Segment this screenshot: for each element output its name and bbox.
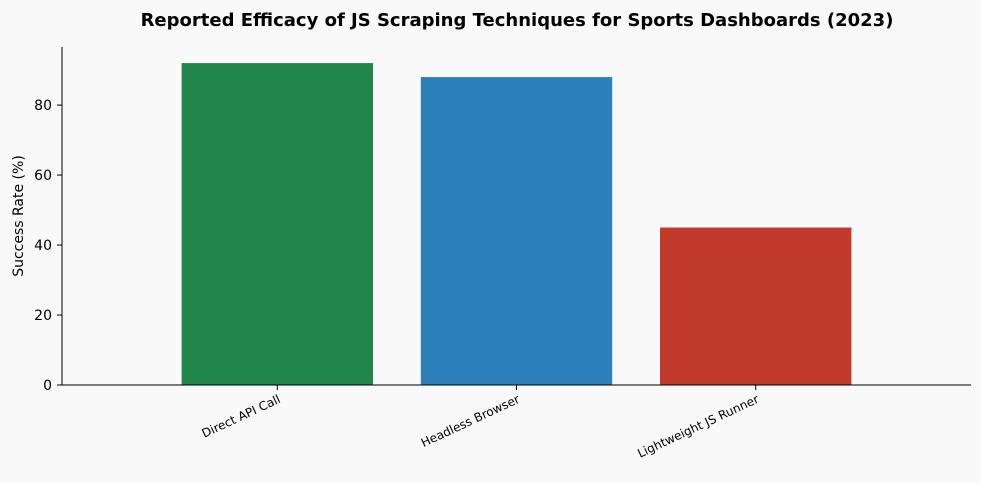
y-tick-label: 40	[34, 238, 52, 254]
y-tick-label: 60	[34, 168, 52, 184]
y-axis-ticks: 0 20 40 60 80	[34, 98, 62, 394]
y-axis-label: Success Rate (%)	[11, 155, 27, 277]
bar-headless-browser	[420, 77, 613, 385]
y-tick-label: 80	[34, 98, 52, 114]
bars-group	[181, 63, 852, 385]
y-tick-label: 20	[34, 308, 52, 324]
chart-title: Reported Efficacy of JS Scraping Techniq…	[141, 10, 894, 31]
bar-lightweight-js-runner	[660, 227, 852, 385]
y-tick-label: 0	[43, 378, 52, 394]
bar-direct-api-call	[181, 63, 373, 385]
